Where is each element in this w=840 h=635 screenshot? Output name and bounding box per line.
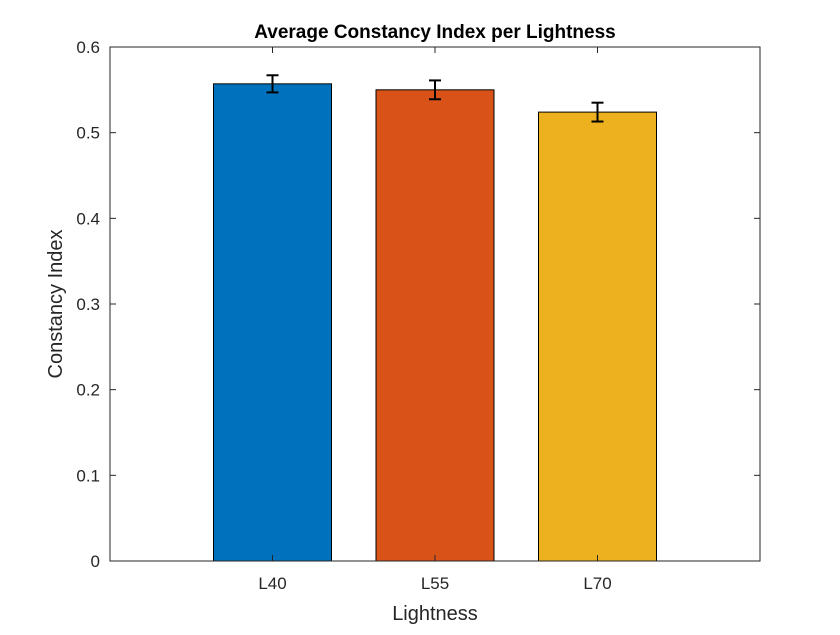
y-tick-label: 0.2 [76, 381, 100, 400]
bar-l55 [375, 89, 495, 562]
x-tick-label: L55 [421, 574, 449, 593]
y-tick-label: 0 [91, 552, 100, 571]
bar-l70 [538, 111, 657, 562]
y-tick-label: 0.6 [76, 38, 100, 57]
x-axis-label: Lightness [392, 603, 478, 625]
x-tick-label: L70 [583, 574, 611, 593]
bar-l40 [213, 83, 332, 562]
axes-box [109, 46, 761, 562]
x-tick-label: L40 [258, 574, 286, 593]
y-tick-label: 0.4 [76, 209, 100, 228]
y-axis-label: Constancy Index [45, 230, 67, 379]
y-tick-label: 0.5 [76, 124, 100, 143]
y-tick-label: 0.1 [76, 466, 100, 485]
chart-title: Average Constancy Index per Lightness [254, 22, 615, 43]
y-tick-label: 0.3 [76, 295, 100, 314]
chart-marks: 0 0.1 0.2 0.3 0.4 0.5 0.6 L40 L55 L70 [76, 38, 760, 593]
